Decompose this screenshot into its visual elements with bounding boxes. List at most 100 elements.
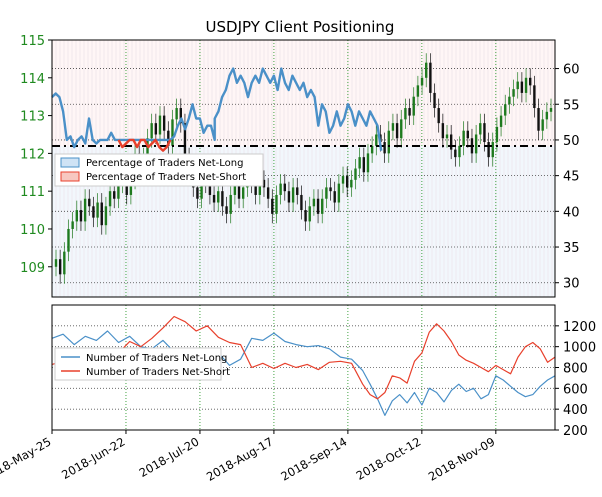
candle-body xyxy=(162,115,166,131)
legend-label-net-short-count: Number of Traders Net-Short xyxy=(86,367,230,378)
traders-panel: 200 400 600 800 1000 1200 Number of Traders N… xyxy=(51,304,596,439)
candle-body xyxy=(58,259,62,275)
candle-body xyxy=(283,183,286,192)
candle-body xyxy=(108,191,112,207)
candle-body xyxy=(370,145,374,154)
date-tick-label: 2018-Aug-17 xyxy=(204,434,275,483)
candle-body xyxy=(67,228,70,252)
legend-label-net-short-pct: Percentage of Traders Net-Short xyxy=(86,172,246,183)
candle-body xyxy=(296,187,299,195)
count-tick-label: 800 xyxy=(563,362,588,377)
candle-body xyxy=(479,123,482,135)
chart-title: USDJPY Client Positioning xyxy=(206,18,395,36)
date-axis: 2018-May-25 2018-Jun-22 2018-Jul-20 2018-Au… xyxy=(0,430,497,484)
legend-swatch-net-short xyxy=(60,171,80,182)
candle-body xyxy=(262,179,266,188)
candle-body xyxy=(304,210,307,222)
candle-body xyxy=(221,191,224,207)
candle-body xyxy=(391,123,395,131)
count-tick-label: 600 xyxy=(563,382,588,397)
legend-label-net-long-count: Number of Traders Net-Long xyxy=(86,353,227,364)
candle-body xyxy=(441,123,445,139)
candle-body xyxy=(171,119,174,146)
candle-body xyxy=(179,108,182,124)
count-tick-label: 400 xyxy=(563,403,588,418)
candle-body xyxy=(75,210,78,222)
count-tick-label: 200 xyxy=(563,424,588,439)
count-tick-label: 1200 xyxy=(563,320,596,335)
price-panel-frame xyxy=(51,39,556,298)
candle-body xyxy=(345,176,349,188)
date-tick-label: 2018-May-25 xyxy=(0,434,53,484)
date-tick-label: 2018-Jul-20 xyxy=(137,434,202,479)
candle-body xyxy=(175,108,178,120)
candle-body xyxy=(508,96,511,105)
candle-body xyxy=(504,104,507,116)
candle-body xyxy=(71,221,74,229)
candle-body xyxy=(258,179,262,195)
candle-body xyxy=(408,108,411,116)
candle-body xyxy=(466,130,470,139)
date-tick-label: 2018-Oct-12 xyxy=(354,434,424,482)
legend-label-net-long-pct: Percentage of Traders Net-Long xyxy=(86,158,244,169)
candle-body xyxy=(541,119,544,131)
candle-body xyxy=(458,145,461,158)
candle-body xyxy=(512,89,515,97)
percentage-tick-label: 30 xyxy=(563,277,580,292)
candle-body xyxy=(271,198,274,214)
candle-body xyxy=(333,191,336,203)
candle-body xyxy=(287,191,291,203)
candle-body xyxy=(520,81,524,93)
candle-body xyxy=(229,194,232,214)
price-tick-label: 112 xyxy=(20,147,45,162)
candle-body xyxy=(196,187,199,199)
candle-body xyxy=(54,259,58,267)
candle-body xyxy=(429,62,432,93)
candle-body xyxy=(279,183,282,195)
percentage-tick-label: 45 xyxy=(563,170,580,185)
net-short-percentage-line xyxy=(117,138,172,152)
date-tick-label: 2018-Nov-09 xyxy=(426,434,497,483)
date-tick-label: 2018-Jun-22 xyxy=(59,434,127,482)
candle-body xyxy=(150,123,153,139)
candle-body xyxy=(412,96,415,116)
candle-body xyxy=(350,179,353,188)
candle-body xyxy=(291,187,295,203)
candle-body xyxy=(545,111,549,120)
price-panel: 109 110 111 112 113 114 115 30 35 40 45 50 55 60 Per… xyxy=(20,34,580,298)
candle-body xyxy=(400,119,403,139)
candle-body xyxy=(63,251,66,275)
candle-body xyxy=(325,187,328,199)
candle-body xyxy=(329,187,332,192)
bottom-legend-box xyxy=(54,347,222,381)
price-axis: 109 110 111 112 113 114 115 xyxy=(20,34,52,276)
candle-body xyxy=(308,206,311,222)
percentage-axis: 30 35 40 45 50 55 60 xyxy=(555,63,580,292)
candle-body xyxy=(129,179,133,195)
net-long-percentage-line xyxy=(51,67,383,151)
candle-body xyxy=(113,191,116,199)
top-legend: Percentage of Traders Net-Long Percentag… xyxy=(54,153,264,187)
candle-body xyxy=(88,198,91,207)
price-tick-label: 111 xyxy=(20,185,45,200)
candle-body xyxy=(499,115,503,127)
candle-body xyxy=(92,206,95,218)
candle-body xyxy=(383,142,386,154)
candle-body xyxy=(96,202,99,218)
candle-body xyxy=(208,183,212,195)
candle-body xyxy=(474,134,478,154)
legend-swatch-net-long xyxy=(60,157,80,168)
candle-body xyxy=(241,187,245,199)
candle-body xyxy=(404,108,407,120)
top-legend-box xyxy=(54,153,264,187)
price-tick-label: 113 xyxy=(20,110,45,125)
candle-body xyxy=(366,153,370,173)
candle-body xyxy=(549,108,553,112)
candle-body xyxy=(529,77,532,86)
candle-body xyxy=(341,176,345,184)
bottom-legend: Number of Traders Net-Long Number of Tra… xyxy=(54,347,230,381)
candle-body xyxy=(104,206,108,226)
candle-body xyxy=(300,194,303,211)
count-tick-label: 1000 xyxy=(563,341,596,356)
